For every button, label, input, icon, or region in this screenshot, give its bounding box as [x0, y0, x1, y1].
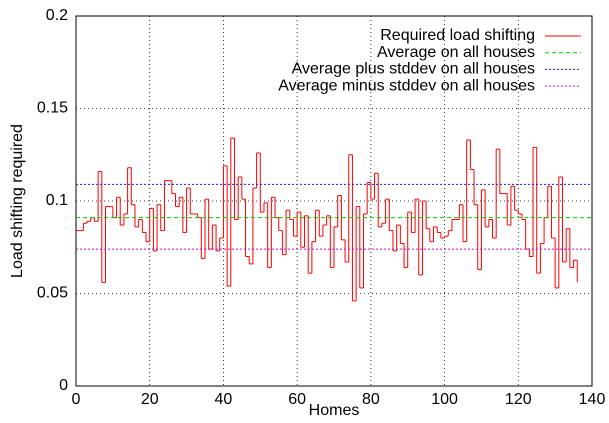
- y-axis-label: Load shifting required: [9, 124, 26, 278]
- y-tick-label: 0.05: [37, 285, 68, 302]
- x-tick-label: 100: [431, 391, 458, 408]
- x-tick-label: 60: [288, 391, 306, 408]
- x-tick-label: 0: [72, 391, 81, 408]
- y-tick-label: 0.1: [46, 192, 68, 209]
- x-tick-label: 20: [141, 391, 159, 408]
- legend-label: Required load shifting: [380, 27, 535, 44]
- x-tick-label: 140: [579, 391, 606, 408]
- legend-label: Average minus stddev on all houses: [278, 77, 535, 94]
- y-tick-label: 0.2: [46, 7, 68, 24]
- y-tick-label: 0: [59, 377, 68, 394]
- x-tick-label: 40: [215, 391, 233, 408]
- y-tick-label: 0.15: [37, 100, 68, 117]
- x-tick-label: 120: [505, 391, 532, 408]
- legend-label: Average plus stddev on all houses: [292, 61, 535, 78]
- x-axis-label: Homes: [309, 402, 360, 419]
- x-tick-label: 80: [362, 391, 380, 408]
- legend-label: Average on all houses: [377, 44, 535, 61]
